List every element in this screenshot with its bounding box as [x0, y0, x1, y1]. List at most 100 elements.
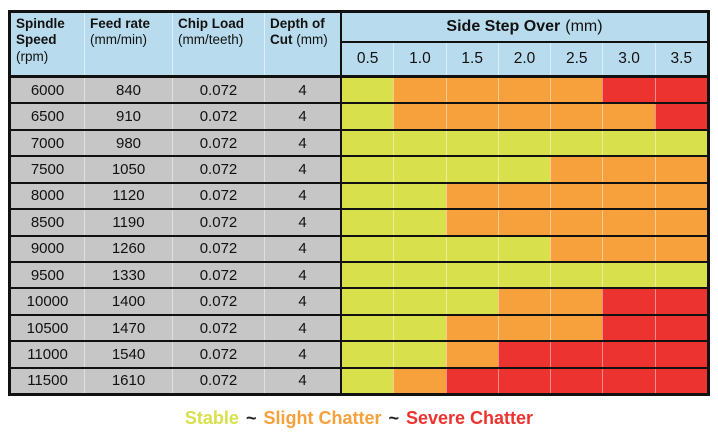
stepover-col-header: 1.0 [393, 43, 445, 75]
table-row: 11000 1540 0.072 4 [11, 340, 707, 367]
param-cells: 7500 1050 0.072 4 [11, 157, 340, 182]
param-cell-spindle-speed: 6500 [30, 108, 65, 126]
param-cell-feed-rate: 910 [84, 104, 172, 129]
stability-cell-stable [342, 78, 394, 103]
stepover-col-header: 2.0 [497, 43, 550, 75]
stability-cell-slight [497, 289, 551, 314]
stability-cell-slight [497, 315, 551, 341]
stability-cell-slight [550, 183, 603, 209]
stepover-column-headers: 0.5 1.0 1.5 2.0 2.5 3.0 3.5 [342, 43, 707, 75]
param-cell-feed-rate: 1330 [84, 262, 172, 288]
stability-cells [340, 78, 707, 103]
stability-cell-severe [654, 289, 707, 314]
param-cells: 11500 1610 0.072 4 [11, 368, 340, 394]
stability-cell-stable [393, 315, 446, 341]
table-header: Spindle Speed (rpm) Feed rate (mm/min) Chi… [11, 13, 707, 78]
stability-cell-severe [654, 104, 707, 129]
stability-cell-slight [393, 104, 446, 129]
stability-cells [340, 183, 707, 209]
stability-cell-stable [497, 262, 551, 288]
param-cell-chip-load: 0.072 [172, 183, 264, 209]
stability-cells [340, 262, 707, 288]
stability-cell-stable [393, 236, 446, 261]
stability-cell-stable [342, 262, 394, 288]
stability-cells [340, 342, 707, 367]
param-cells: 8500 1190 0.072 4 [11, 210, 340, 235]
param-cell-spindle-speed: 9500 [30, 266, 65, 284]
param-cell-depth-of-cut: 4 [264, 210, 340, 235]
param-cell-chip-load: 0.072 [172, 78, 264, 103]
stability-cell-slight [602, 104, 655, 129]
legend-item-slight: Slight Chatter [263, 408, 382, 428]
param-cell-feed-rate: 1260 [84, 236, 172, 261]
stability-cell-slight [445, 78, 498, 103]
stability-cell-severe [497, 368, 551, 394]
stability-cell-slight [654, 210, 707, 235]
table-row: 10500 1470 0.072 4 [11, 313, 707, 341]
param-header-feed-rate: Feed rate (mm/min) [84, 13, 172, 75]
param-cell-spindle-speed: 8000 [30, 187, 65, 205]
stability-legend: Stable ~ Slight Chatter ~ Severe Chatter [0, 408, 718, 429]
stability-cells [340, 368, 707, 394]
param-cell-spindle-speed: 7500 [30, 160, 65, 178]
table-row: 8000 1120 0.072 4 [11, 181, 707, 209]
stepover-title-unit: (mm) [565, 18, 603, 35]
stability-cell-stable [342, 157, 394, 182]
param-cell-chip-load: 0.072 [172, 342, 264, 367]
param-cell-depth-of-cut: 4 [264, 315, 340, 341]
legend-separator: ~ [245, 408, 257, 428]
stability-cell-stable [497, 130, 551, 156]
param-cell-depth-of-cut: 4 [264, 236, 340, 261]
stability-cell-slight [445, 183, 498, 209]
stability-cell-stable [654, 262, 707, 288]
stability-cell-slight [550, 210, 603, 235]
stability-cell-stable [393, 289, 446, 314]
stability-cell-stable [654, 130, 707, 156]
stability-cells [340, 130, 707, 156]
table-body: 6000 840 0.072 4 6500 910 0.072 4 7000 980 0.072 4 7… [11, 78, 707, 394]
stability-cell-severe [602, 78, 655, 103]
param-cell-feed-rate: 1120 [84, 183, 172, 209]
stability-cells [340, 315, 707, 341]
table-row: 9500 1330 0.072 4 [11, 260, 707, 288]
stability-cell-severe [550, 368, 603, 394]
stability-cell-stable [342, 210, 394, 235]
stability-cell-severe [497, 342, 551, 367]
stability-cell-stable [342, 104, 394, 129]
legend-item-stable: Stable [184, 408, 239, 428]
stability-cell-severe [654, 78, 707, 103]
param-cells: 6500 910 0.072 4 [11, 104, 340, 129]
stability-cell-slight [550, 157, 603, 182]
param-cell-spindle-speed: 8500 [30, 213, 65, 231]
stability-cell-slight [550, 78, 603, 103]
param-cell-spindle-speed: 10000 [26, 293, 69, 311]
stability-cell-slight [550, 315, 603, 341]
stability-cells [340, 104, 707, 129]
legend-separator: ~ [388, 408, 399, 428]
stability-cell-stable [342, 342, 394, 367]
stability-cell-severe [654, 315, 707, 341]
param-cell-chip-load: 0.072 [172, 236, 264, 261]
stepover-col-header: 0.5 [356, 50, 379, 67]
stepover-col-header: 3.0 [602, 43, 654, 75]
stability-cell-stable [550, 262, 603, 288]
param-cells: 9000 1260 0.072 4 [11, 236, 340, 261]
stability-cell-slight [445, 342, 498, 367]
stability-cell-severe [602, 289, 655, 314]
stability-cell-slight [550, 289, 603, 314]
param-cell-spindle-speed: 10500 [26, 319, 69, 337]
table-row: 6500 910 0.072 4 [11, 102, 707, 129]
stability-cells [340, 289, 707, 314]
stability-cell-severe [654, 342, 707, 367]
stability-cell-slight [602, 157, 655, 182]
stability-cell-stable [393, 342, 446, 367]
stability-cell-stable [342, 130, 394, 156]
parameter-headers: Spindle Speed (rpm) Feed rate (mm/min) Chi… [11, 13, 340, 75]
stability-cell-slight [445, 104, 498, 129]
stability-cell-slight [654, 236, 707, 261]
param-cells: 6000 840 0.072 4 [11, 78, 340, 103]
stability-cell-severe [445, 368, 498, 394]
param-cell-chip-load: 0.072 [172, 104, 264, 129]
param-cell-spindle-speed: 9000 [30, 240, 65, 258]
param-cell-feed-rate: 1400 [84, 289, 172, 314]
